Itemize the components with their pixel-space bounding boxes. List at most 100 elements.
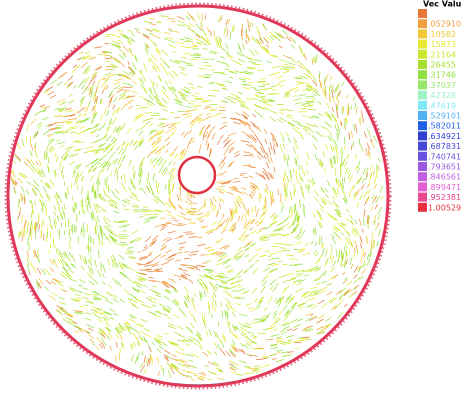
vector <box>104 161 109 167</box>
vector <box>230 188 236 191</box>
vector <box>341 221 348 227</box>
vector <box>327 180 331 187</box>
vector <box>287 297 295 305</box>
vector <box>157 123 166 127</box>
vector <box>325 323 332 328</box>
vector <box>42 130 50 136</box>
vector <box>324 85 327 95</box>
vector <box>336 154 339 164</box>
vector <box>115 341 118 348</box>
vector <box>104 312 112 316</box>
vector <box>121 122 126 130</box>
vector <box>329 131 332 136</box>
vector <box>66 186 69 195</box>
vector <box>241 214 244 221</box>
vector <box>267 270 274 275</box>
vector <box>91 212 94 221</box>
vector <box>217 276 223 278</box>
vector <box>197 236 203 239</box>
vector <box>84 293 92 296</box>
vector <box>98 181 101 186</box>
vector <box>159 122 164 125</box>
vector <box>153 90 160 99</box>
vector <box>167 258 174 262</box>
vector <box>138 136 145 144</box>
vector <box>139 336 143 341</box>
vector <box>234 326 238 330</box>
vector <box>302 293 307 298</box>
vector <box>377 206 383 215</box>
vector <box>161 226 166 229</box>
vector <box>325 323 331 328</box>
vector <box>32 179 39 187</box>
vector <box>112 254 117 262</box>
vector <box>60 154 64 159</box>
vector <box>87 265 92 271</box>
vector <box>165 354 173 360</box>
legend-label: .10582 <box>428 30 456 39</box>
vector <box>351 230 356 237</box>
vector <box>115 327 121 336</box>
vector <box>190 122 196 128</box>
vector <box>341 186 344 194</box>
vector <box>56 305 63 310</box>
vector <box>108 118 113 125</box>
vector <box>57 282 64 287</box>
vector <box>305 85 314 90</box>
vector <box>91 185 93 193</box>
vector <box>56 308 61 314</box>
vector <box>177 20 185 24</box>
vector <box>196 279 203 286</box>
vector <box>180 131 185 136</box>
vector <box>68 127 76 131</box>
vector <box>254 50 259 54</box>
vector <box>92 278 99 285</box>
vector <box>188 254 197 256</box>
vector <box>219 16 223 23</box>
vector <box>316 282 321 286</box>
vector <box>172 121 181 126</box>
vector <box>321 280 327 284</box>
vector <box>340 222 345 227</box>
vector <box>63 156 67 161</box>
vector <box>64 181 66 186</box>
vector <box>104 159 110 165</box>
vector <box>177 359 185 364</box>
vector <box>183 286 189 293</box>
vector <box>134 198 140 202</box>
vector <box>321 162 324 167</box>
vector <box>269 54 276 58</box>
vector <box>330 84 334 94</box>
vector <box>225 297 232 305</box>
vector <box>229 360 235 364</box>
vector <box>135 128 139 133</box>
vector <box>285 92 291 95</box>
vector <box>169 203 177 211</box>
vector <box>210 228 216 233</box>
vector <box>95 179 98 184</box>
vector <box>261 23 267 31</box>
vector <box>303 171 306 177</box>
vector <box>213 293 217 298</box>
vector <box>183 40 189 43</box>
vector <box>183 131 189 139</box>
vector <box>20 186 25 193</box>
vector <box>69 160 75 166</box>
vector <box>81 185 83 195</box>
vector <box>143 369 147 374</box>
vector <box>98 327 104 332</box>
vector <box>257 30 261 37</box>
vector <box>168 44 176 48</box>
vector <box>265 250 271 252</box>
vector <box>177 16 185 20</box>
vector <box>99 204 104 212</box>
vector <box>45 192 51 200</box>
vector <box>84 68 91 75</box>
vector <box>168 71 175 79</box>
vector <box>209 150 211 158</box>
vector <box>297 235 303 240</box>
vector <box>290 230 296 235</box>
vector <box>229 368 237 371</box>
vector <box>271 217 277 222</box>
vector <box>147 99 155 105</box>
